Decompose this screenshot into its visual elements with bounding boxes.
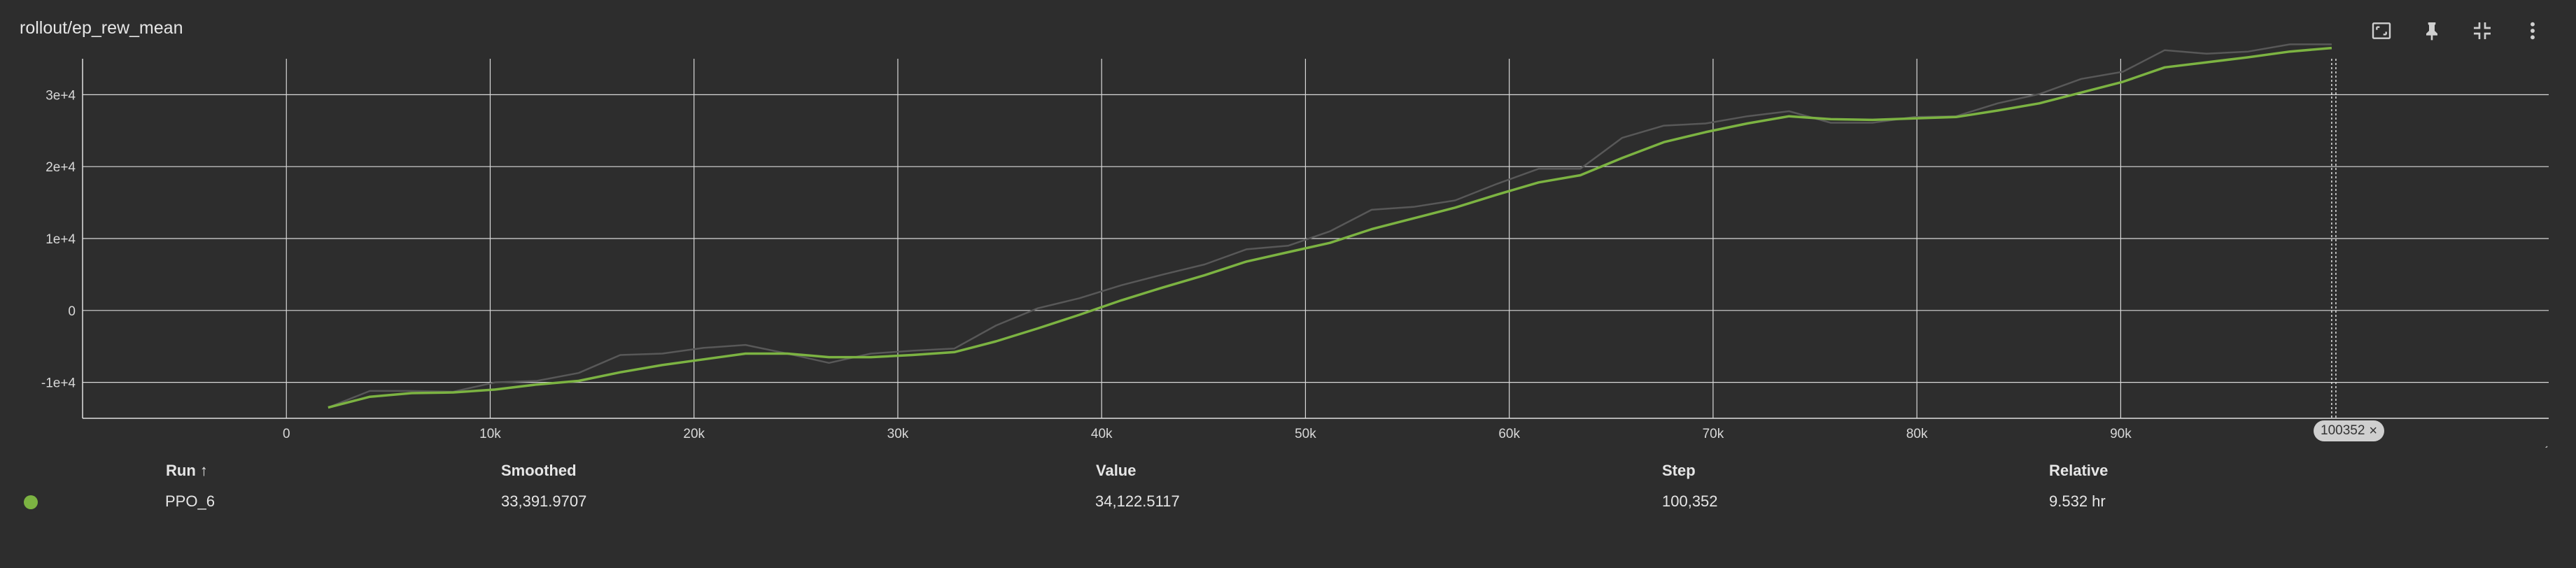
- cell-value: 34,122.5117: [1095, 492, 1180, 510]
- fullscreen-icon[interactable]: [2366, 15, 2397, 46]
- raw-series-line: [328, 43, 2332, 409]
- column-header-smoothed[interactable]: Smoothed: [501, 462, 577, 479]
- cell-run: PPO_6: [165, 492, 215, 510]
- x-tick-label: 80k: [1906, 427, 1928, 441]
- y-tick-label: 2e+4: [45, 160, 76, 175]
- card-toolbar: [2366, 15, 2548, 46]
- x-tick-label: 70k: [1703, 427, 1724, 441]
- collapse-icon[interactable]: [2467, 15, 2498, 46]
- card-title: rollout/ep_rew_mean: [20, 18, 183, 38]
- cell-smoothed: 33,391.9707: [501, 492, 587, 510]
- step-marker-label: 100352: [2321, 423, 2365, 438]
- x-tick-label: 60k: [1498, 427, 1520, 441]
- y-tick-label: 0: [68, 304, 76, 319]
- y-tick-label: 3e+4: [45, 88, 76, 103]
- run-color-dot: [24, 495, 38, 509]
- x-tick-label: 20k: [683, 427, 705, 441]
- column-header-relative[interactable]: Relative: [2049, 462, 2109, 479]
- smoothed-series-line: [328, 46, 2332, 409]
- cell-step: 100,352: [1662, 492, 1718, 510]
- x-tick-label: 90k: [2110, 427, 2132, 441]
- line-chart[interactable]: -1e+4 0 1e+4 2e+4 3e+4 0 10k 20k 30k 40k 50k 60k 70k…: [0, 0, 2576, 448]
- column-header-step[interactable]: Step: [1662, 462, 1696, 479]
- pin-icon[interactable]: [2416, 15, 2447, 46]
- step-marker-chip[interactable]: 100352 ×: [2314, 420, 2385, 441]
- y-tick-label: 1e+4: [45, 232, 76, 247]
- resize-handle-icon: [2545, 446, 2548, 448]
- x-tick-label: 50k: [1295, 427, 1316, 441]
- column-header-run[interactable]: Run ↑: [166, 462, 208, 479]
- more-vert-icon[interactable]: [2517, 15, 2548, 46]
- x-tick-label: 40k: [1091, 427, 1113, 441]
- cell-relative: 9.532 hr: [2049, 492, 2106, 510]
- x-tick-label: 30k: [887, 427, 909, 441]
- x-tick-label: 10k: [479, 427, 501, 441]
- y-tick-label: -1e+4: [41, 376, 76, 391]
- column-header-value[interactable]: Value: [1096, 462, 1136, 479]
- x-tick-label: 0: [283, 427, 290, 441]
- close-icon[interactable]: ×: [2369, 423, 2378, 439]
